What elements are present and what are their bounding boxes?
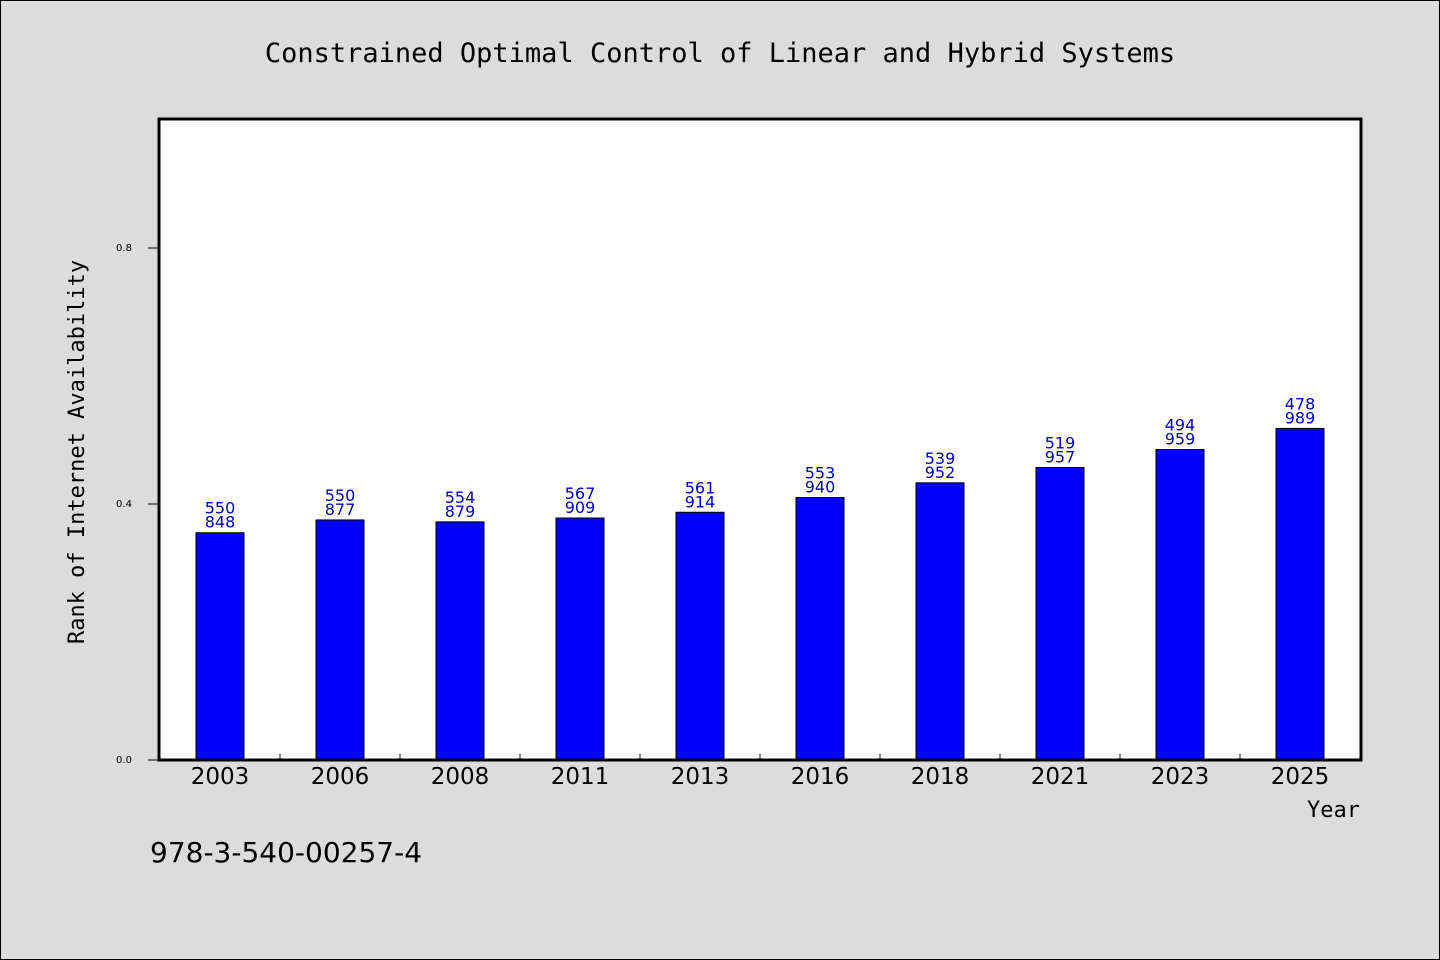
bar-2006 xyxy=(315,519,365,761)
data-label: 550 xyxy=(325,486,356,505)
data-label: 848 xyxy=(205,513,236,532)
data-label: 519 xyxy=(1045,433,1076,452)
data-label: 877 xyxy=(325,500,356,519)
data-label: 909 xyxy=(565,498,596,517)
data-label: 952 xyxy=(925,463,956,482)
data-label: 539 xyxy=(925,449,956,468)
bar-2021 xyxy=(1035,466,1085,761)
data-label: 957 xyxy=(1045,447,1076,466)
bar-2018 xyxy=(915,482,965,761)
bar-labels-group: 5508485508775548795679095619145539405399… xyxy=(205,394,1316,531)
bar-2011 xyxy=(555,517,605,761)
x-tick-label: 2013 xyxy=(671,764,730,790)
bar-2023 xyxy=(1155,449,1205,761)
data-label: 959 xyxy=(1165,430,1196,449)
chart-title: Constrained Optimal Control of Linear an… xyxy=(265,38,1175,69)
isbn-footnote: 978-3-540-00257-4 xyxy=(150,836,422,869)
plot-border xyxy=(157,117,1363,762)
data-label: 567 xyxy=(565,484,596,503)
data-label: 550 xyxy=(205,499,236,518)
x-tick-label: 2011 xyxy=(551,764,610,790)
bars-group xyxy=(195,427,1325,761)
x-tick-label: 2006 xyxy=(311,764,370,790)
bar-2016 xyxy=(795,497,845,761)
data-label: 561 xyxy=(685,478,716,497)
data-label: 553 xyxy=(805,464,836,483)
y-tick-label: 0.8 xyxy=(116,243,132,254)
data-label: 989 xyxy=(1285,408,1316,427)
x-tick-label: 2021 xyxy=(1031,764,1090,790)
data-label: 914 xyxy=(685,492,716,511)
y-tick-label: 0.0 xyxy=(116,755,132,766)
x-tick-label: 2016 xyxy=(791,764,850,790)
x-tick-label: 2025 xyxy=(1271,764,1330,790)
x-tick-label: 2003 xyxy=(191,764,250,790)
data-label: 554 xyxy=(445,488,476,507)
bar-2025 xyxy=(1275,427,1325,761)
y-tick-label: 0.4 xyxy=(116,499,132,510)
x-axis-title: Year xyxy=(1307,798,1360,823)
data-label: 494 xyxy=(1165,416,1196,435)
data-label: 879 xyxy=(445,502,476,521)
bar-2008 xyxy=(435,521,485,761)
x-tick-label: 2023 xyxy=(1151,764,1210,790)
y-axis-title: Rank of Internet Availability xyxy=(65,260,90,644)
x-axis: 2003 2006 2008 2011 2013 2016 2018 2021 2023 2025 xyxy=(191,754,1330,790)
bar-2013 xyxy=(675,511,725,761)
bar-2003 xyxy=(195,532,245,761)
x-tick-label: 2018 xyxy=(911,764,970,790)
x-tick-label: 2008 xyxy=(431,764,490,790)
y-axis: 0.0 0.4 0.8 xyxy=(116,243,159,766)
data-label: 940 xyxy=(805,478,836,497)
data-label: 478 xyxy=(1285,394,1316,413)
